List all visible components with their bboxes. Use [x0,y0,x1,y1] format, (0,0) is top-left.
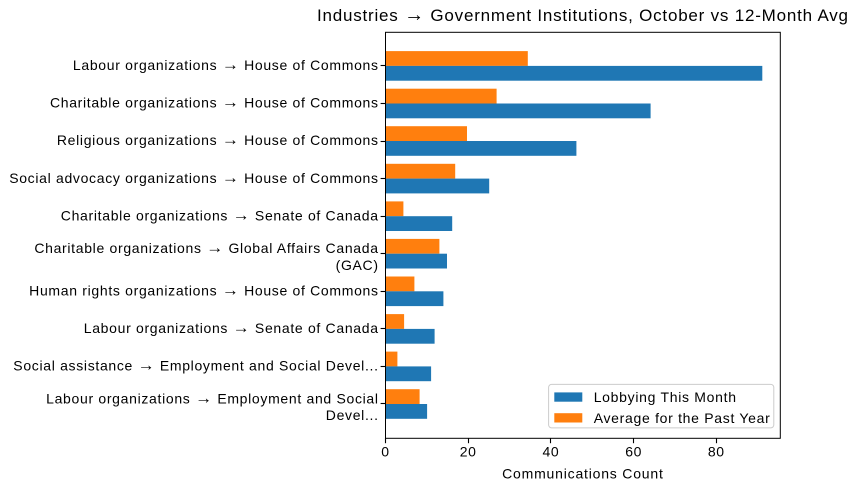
svg-text:(GAC): (GAC) [336,257,379,273]
svg-text:Industries → Government Instit: Industries → Government Institutions, Oc… [317,4,849,26]
svg-text:Charitable organizations → Hou: Charitable organizations → House of Comm… [50,93,379,112]
svg-text:Social assistance → Employment: Social assistance → Employment and Socia… [13,356,378,375]
svg-text:Charitable organizations → Glo: Charitable organizations → Global Affair… [34,238,378,257]
svg-text:40: 40 [543,444,560,460]
svg-text:20: 20 [460,444,477,460]
svg-text:Labour organizations → Senate: Labour organizations → Senate of Canada [84,318,379,337]
svg-text:Lobbying This Month: Lobbying This Month [594,389,737,405]
svg-text:Charitable organizations → Sen: Charitable organizations → Senate of Can… [61,205,379,224]
svg-text:Devel...: Devel... [326,407,379,423]
svg-text:Labour organizations → Employm: Labour organizations → Employment and So… [46,389,379,408]
svg-text:0: 0 [381,444,389,460]
svg-text:60: 60 [625,444,642,460]
svg-text:Average for the Past Year: Average for the Past Year [594,410,771,426]
svg-text:Communications Count: Communications Count [502,465,664,481]
svg-text:Social advocacy organizations: Social advocacy organizations → House of… [9,168,378,187]
svg-text:80: 80 [708,444,725,460]
svg-text:Religious organizations → Hous: Religious organizations → House of Commo… [57,130,379,149]
svg-text:Labour organizations → House o: Labour organizations → House of Commons [73,55,379,74]
svg-text:Human rights organizations → H: Human rights organizations → House of Co… [29,281,379,300]
